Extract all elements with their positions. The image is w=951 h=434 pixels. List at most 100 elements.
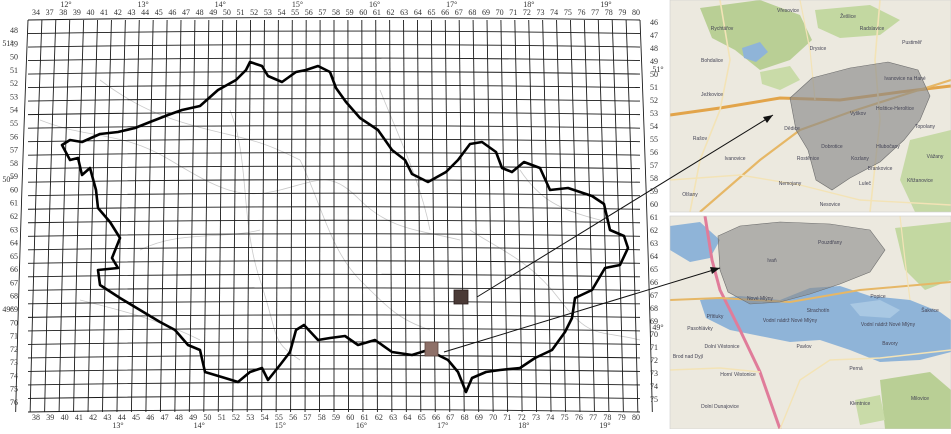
grid-line-vertical <box>375 19 378 413</box>
grid-line-horizontal <box>27 17 641 21</box>
bottom-tick-label: 56 <box>289 413 297 422</box>
grid-line-vertical <box>246 19 251 413</box>
top-tick-label: 34 <box>32 8 40 17</box>
left-tick-label: 76 <box>10 398 18 407</box>
forest-area <box>855 395 885 425</box>
left-tick-label: 48 <box>10 26 18 35</box>
grid-lines <box>15 17 653 413</box>
top-tick-label: 39 <box>73 8 81 17</box>
place-label: Rostěnice <box>797 156 819 162</box>
longitude-bottom-labels: 13° 14° 15° 16° 17° 18° 19° <box>112 421 610 430</box>
grid-line-horizontal <box>27 382 641 386</box>
place-label: Rašov <box>693 136 708 142</box>
left-tick-label: 63 <box>10 225 18 234</box>
top-tick-label: 65 <box>427 8 435 17</box>
longitude-bottom-label: 13° <box>112 421 123 429</box>
place-label: Bavory <box>882 341 898 347</box>
longitude-bottom-label: 17° <box>437 421 448 429</box>
grid-line-vertical <box>275 19 279 413</box>
grid-map: 34 37 38 39 40 41 42 43 44 45 46 47 48 49 50 51 52 53 54 55… <box>2 0 664 430</box>
top-tick-label: 62 <box>387 8 395 17</box>
top-tick-label: 73 <box>537 8 545 17</box>
latitude-right-label: 49° <box>652 323 663 332</box>
place-label: Dolní Věstonice <box>704 344 739 350</box>
top-tick-label: 66 <box>441 8 449 17</box>
right-tick-label: 66 <box>650 278 658 287</box>
left-tick-label: 67 <box>10 278 18 287</box>
bottom-tick-label: 68 <box>461 413 469 422</box>
top-tick-label: 61 <box>373 8 381 17</box>
place-label: Milovice <box>911 396 929 402</box>
place-label: Ivanovice na Hané <box>884 76 926 82</box>
top-tick-label: 64 <box>414 8 422 17</box>
place-label: Pouzdřany <box>818 240 842 246</box>
longitude-bottom-label: 16° <box>356 421 367 429</box>
lake <box>742 42 768 62</box>
longitude-bottom-label: 14° <box>194 421 205 429</box>
place-label: Brod nad Dyjí <box>673 354 704 360</box>
top-tick-label: 51 <box>237 8 245 17</box>
grid-line-vertical <box>570 19 581 413</box>
connector-arrows <box>443 114 774 353</box>
highlight-square-vyskov <box>453 289 469 305</box>
right-tick-label: 70 <box>650 330 658 339</box>
river-line <box>139 229 261 251</box>
place-label: Topolany <box>915 124 936 130</box>
right-tick-label: 67 <box>650 291 658 300</box>
right-tick-label: 54 <box>650 122 658 131</box>
latitude-right-labels: 51° 49° <box>652 65 663 332</box>
longitude-bottom-label: 18° <box>518 421 529 429</box>
left-tick-label: 74 <box>10 371 18 380</box>
river-line <box>379 89 431 231</box>
top-tick-label: 40 <box>87 8 95 17</box>
forest-area <box>880 372 951 429</box>
right-tick-labels: 46 47 48 49 50 51 52 53 54 55 56 57 58 59 60 61 62 63 64 65… <box>650 18 658 404</box>
right-tick-label: 47 <box>650 31 658 40</box>
arrow-to-upper-map <box>476 114 774 298</box>
place-label: Luleč <box>859 181 871 187</box>
left-tick-label: 71 <box>10 332 18 341</box>
right-tick-label: 62 <box>650 226 658 235</box>
right-tick-label: 74 <box>650 382 658 391</box>
right-tick-label: 68 <box>650 304 658 313</box>
longitude-top-label: 12° <box>60 0 71 9</box>
road <box>670 281 951 304</box>
grid-line-horizontal <box>27 138 641 143</box>
grid-line-horizontal <box>27 273 641 278</box>
bottom-tick-label: 74 <box>546 413 554 422</box>
longitude-top-label: 18° <box>523 0 534 9</box>
bottom-tick-label: 43 <box>103 413 111 422</box>
top-tick-label: 71 <box>509 8 517 17</box>
grid-line-vertical <box>261 19 265 413</box>
grid-line-vertical <box>319 19 321 413</box>
right-tick-label: 55 <box>650 135 658 144</box>
grid-line-horizontal <box>27 287 641 291</box>
bottom-tick-label: 52 <box>232 413 240 422</box>
right-tick-label: 48 <box>650 44 658 53</box>
forest-area <box>700 0 812 70</box>
grid-line-horizontal <box>27 152 641 156</box>
bottom-tick-label: 65 <box>418 413 426 422</box>
bottom-tick-label: 77 <box>589 413 597 422</box>
grid-line-horizontal <box>27 206 641 210</box>
grid-line-horizontal <box>27 71 641 75</box>
place-label: Drysice <box>810 46 827 52</box>
place-label: Kozlany <box>851 156 869 162</box>
place-label: Strachotín <box>807 308 830 314</box>
bottom-tick-label: 48 <box>175 413 183 422</box>
top-tick-label: 46 <box>168 8 176 17</box>
bottom-tick-label: 40 <box>61 413 69 422</box>
grid-line-horizontal <box>27 327 641 332</box>
top-tick-label: 79 <box>618 8 626 17</box>
place-label: Hoštice-Heroltice <box>876 106 914 112</box>
top-tick-label: 47 <box>182 8 190 17</box>
right-tick-label: 73 <box>650 369 658 378</box>
grid-line-horizontal <box>27 179 641 183</box>
grid-line-vertical <box>290 19 293 413</box>
grid-line-horizontal <box>27 192 641 197</box>
bottom-tick-label: 44 <box>118 413 126 422</box>
right-tick-label: 53 <box>650 109 658 118</box>
place-label: Přítluky <box>707 314 724 320</box>
bottom-tick-label: 39 <box>46 413 54 422</box>
